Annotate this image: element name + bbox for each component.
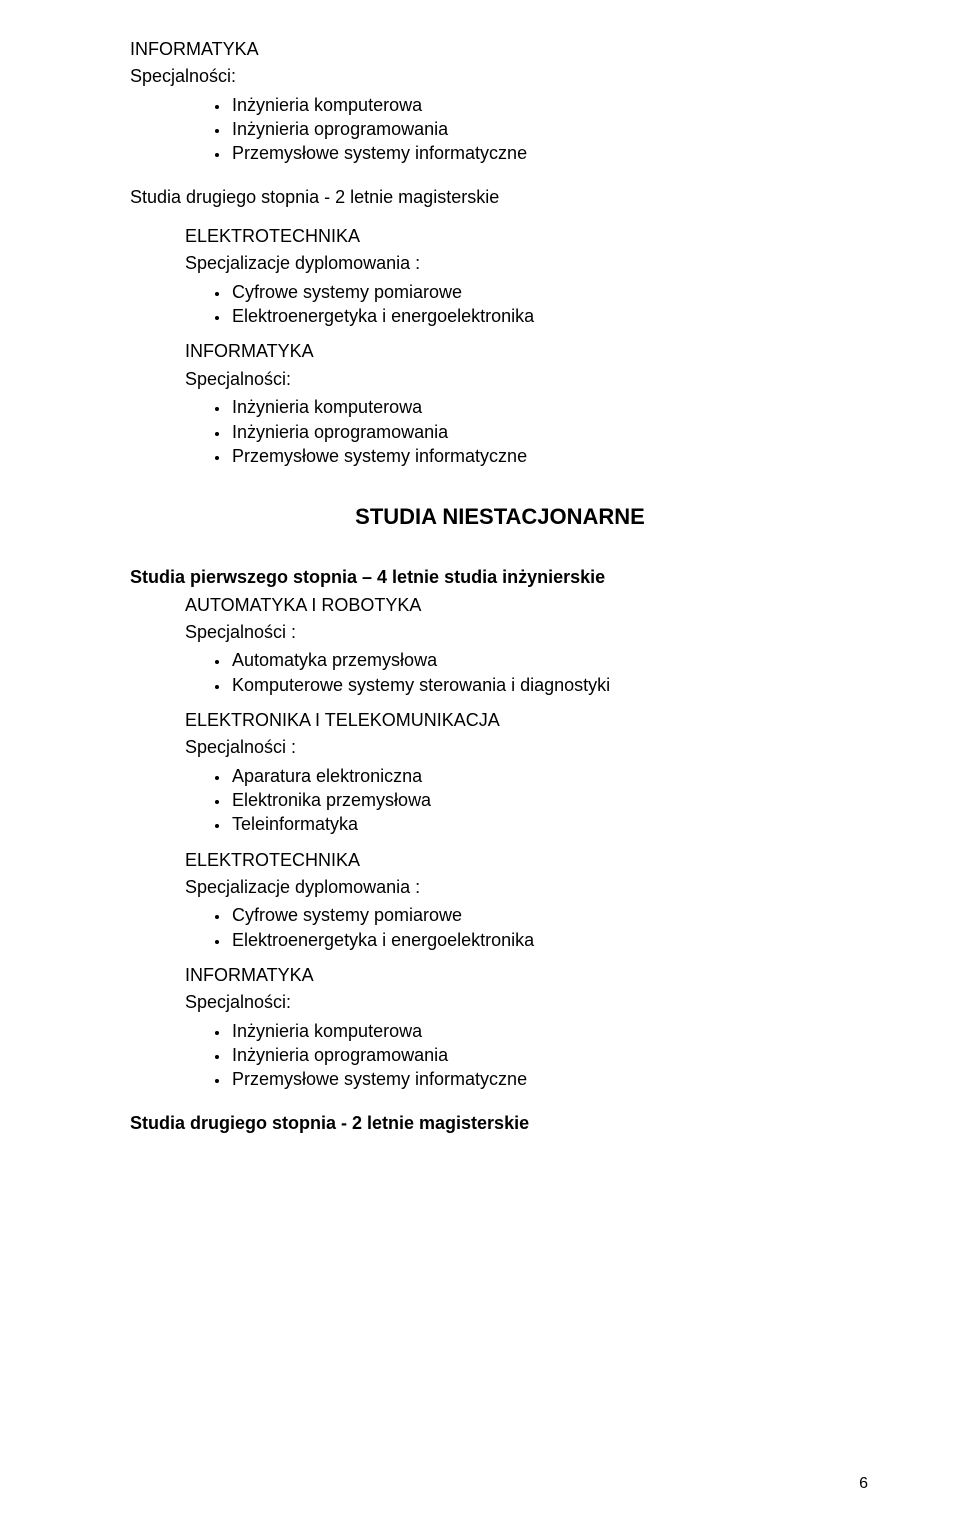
sec1-list: Inżynieria komputerowa Inżynieria oprogr…	[230, 93, 870, 166]
list-item: Teleinformatyka	[230, 812, 870, 836]
list-item: Komputerowe systemy sterowania i diagnos…	[230, 673, 870, 697]
list-item: Automatyka przemysłowa	[230, 648, 870, 672]
list-item: Inżynieria komputerowa	[230, 395, 870, 419]
list-item: Cyfrowe systemy pomiarowe	[230, 903, 870, 927]
sec3-b1-h2: Specjalności :	[185, 621, 870, 644]
sec2-title: Studia drugiego stopnia - 2 letnie magis…	[130, 186, 870, 209]
sec3-b3-h1: ELEKTROTECHNIKA	[185, 849, 870, 872]
sec2-b1-h1: ELEKTROTECHNIKA	[185, 225, 870, 248]
sec4-title: Studia drugiego stopnia - 2 letnie magis…	[130, 1112, 870, 1135]
sec3-title: Studia pierwszego stopnia – 4 letnie stu…	[130, 566, 870, 589]
sec3-b2-h2: Specjalności :	[185, 736, 870, 759]
sec3-b1-h1: AUTOMATYKA I ROBOTYKA	[185, 594, 870, 617]
list-item: Elektroenergetyka i energoelektronika	[230, 928, 870, 952]
page-number: 6	[859, 1475, 868, 1493]
list-item: Elektronika przemysłowa	[230, 788, 870, 812]
sec2-b1-h2: Specjalizacje dyplomowania :	[185, 252, 870, 275]
list-item: Przemysłowe systemy informatyczne	[230, 1067, 870, 1091]
sec3-b1-list: Automatyka przemysłowa Komputerowe syste…	[230, 648, 870, 697]
list-item: Aparatura elektroniczna	[230, 764, 870, 788]
sec2-b1-list: Cyfrowe systemy pomiarowe Elektroenerget…	[230, 280, 870, 329]
list-item: Inżynieria komputerowa	[230, 1019, 870, 1043]
list-item: Inżynieria oprogramowania	[230, 117, 870, 141]
sec3-b4-h2: Specjalności:	[185, 991, 870, 1014]
list-item: Przemysłowe systemy informatyczne	[230, 444, 870, 468]
main-title: STUDIA NIESTACJONARNE	[130, 504, 870, 530]
list-item: Cyfrowe systemy pomiarowe	[230, 280, 870, 304]
sec3-b3-list: Cyfrowe systemy pomiarowe Elektroenerget…	[230, 903, 870, 952]
sec3-b4-list: Inżynieria komputerowa Inżynieria oprogr…	[230, 1019, 870, 1092]
sec3-b2-list: Aparatura elektroniczna Elektronika prze…	[230, 764, 870, 837]
list-item: Inżynieria oprogramowania	[230, 420, 870, 444]
list-item: Inżynieria oprogramowania	[230, 1043, 870, 1067]
list-item: Elektroenergetyka i energoelektronika	[230, 304, 870, 328]
sec2-b2-h2: Specjalności:	[185, 368, 870, 391]
sec1-h2: Specjalności:	[130, 65, 870, 88]
sec2-b2-list: Inżynieria komputerowa Inżynieria oprogr…	[230, 395, 870, 468]
sec3-b2-h1: ELEKTRONIKA I TELEKOMUNIKACJA	[185, 709, 870, 732]
sec1-h1: INFORMATYKA	[130, 38, 870, 61]
sec3-b4-h1: INFORMATYKA	[185, 964, 870, 987]
sec2-b2-h1: INFORMATYKA	[185, 340, 870, 363]
list-item: Inżynieria komputerowa	[230, 93, 870, 117]
sec3-b3-h2: Specjalizacje dyplomowania :	[185, 876, 870, 899]
list-item: Przemysłowe systemy informatyczne	[230, 141, 870, 165]
